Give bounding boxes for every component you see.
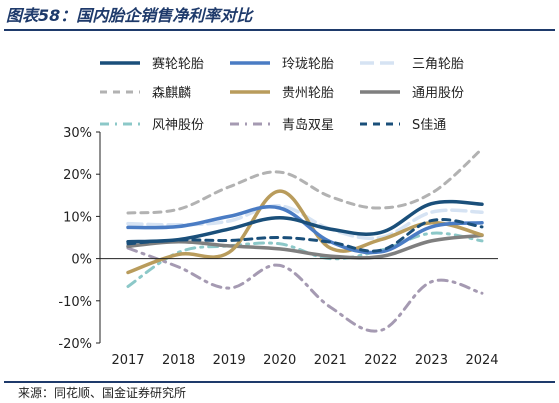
legend-label-3: 三角轮胎 (412, 57, 464, 72)
title-rule (4, 29, 555, 31)
y-tick-label: 0% (71, 253, 92, 268)
series-line-1 (126, 199, 484, 244)
x-tick-label: 2018 (162, 353, 195, 368)
x-tick-label: 2022 (364, 353, 397, 368)
series-line-6 (126, 233, 484, 260)
legend-label-8: 青岛双星 (282, 117, 334, 133)
series-layer (126, 147, 484, 333)
source-rule (4, 381, 555, 383)
x-tick-label: 2024 (465, 353, 498, 368)
legend-label-9: S佳通 (412, 118, 446, 133)
x-tick-label: 2019 (213, 353, 246, 368)
y-tick-label: -10% (58, 295, 92, 310)
legend-label-2: 玲珑轮胎 (282, 57, 334, 72)
legend-label-5: 贵州轮胎 (282, 86, 334, 101)
legend-label-7: 风神股份 (152, 118, 204, 133)
chart-axes: -20% -10% 0% 10% 20% 30% 2017 2018 2019 2020 2021 2… (58, 126, 498, 368)
y-tick-label: 10% (63, 210, 92, 225)
x-tick-label: 2021 (314, 353, 347, 368)
figure-title: 图表58：国内胎企销售净利率对比 (6, 6, 253, 25)
x-tick-label: 2020 (263, 353, 296, 368)
x-tick-label: 2023 (415, 353, 448, 368)
y-tick-label: 30% (63, 126, 92, 141)
x-tick-label: 2017 (111, 353, 144, 368)
legend-label-1: 赛轮轮胎 (152, 56, 204, 72)
source-note: 来源：同花顺、国金证券研究所 (18, 386, 187, 400)
y-tick-label: -20% (58, 337, 92, 352)
series-line-8 (126, 246, 484, 333)
y-tick-label: 20% (63, 168, 92, 183)
legend-label-4: 森麒麟 (152, 85, 191, 101)
legend-label-6: 通用股份 (412, 86, 464, 101)
series-line-4 (126, 147, 484, 215)
